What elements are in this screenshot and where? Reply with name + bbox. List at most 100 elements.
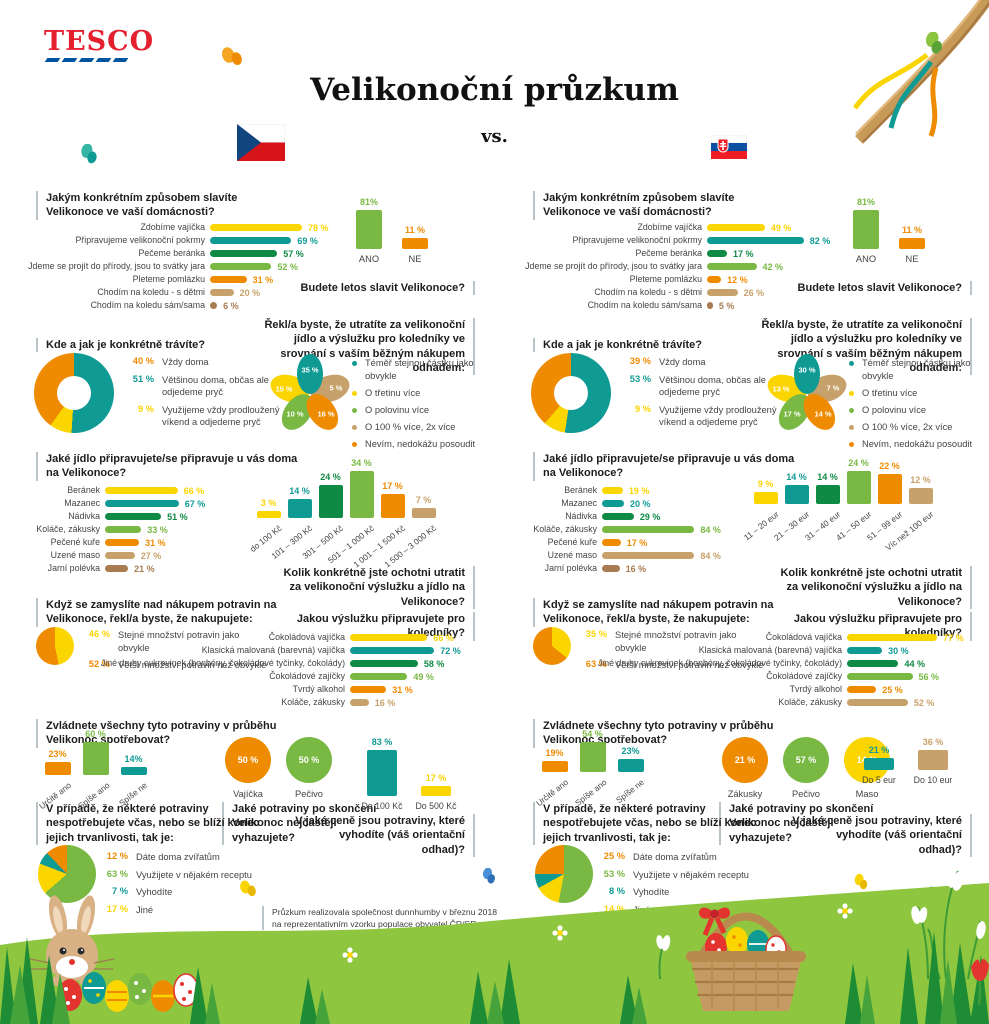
legend-value: 53 % (629, 373, 651, 384)
bar-column-ne: 11 % NE (895, 225, 929, 264)
bar (602, 552, 695, 559)
bar-column: 34 % 501 – 1 000 Kč (326, 458, 376, 565)
bar-label: Pečeme beránka (138, 248, 205, 259)
bar (105, 565, 129, 572)
legend-label: Využijete v nějakém receptu (136, 869, 252, 880)
bar (105, 539, 140, 546)
bar-label: Jdeme se projít do přírody, jsou to svát… (525, 261, 702, 272)
column-czech: Jakým konkrétním způsobem slavíte Veliko… (0, 0, 494, 940)
bar-column-ano: 81% ANO (849, 197, 883, 264)
bar-label: Pečené kuře (50, 537, 100, 548)
legend-label: Jiné (633, 904, 651, 915)
bar-label: Pečené kuře (547, 537, 597, 548)
bar-label: Do 5 eur (862, 774, 896, 785)
bar-value: 42 % (762, 261, 784, 272)
tesco-logo: TESCO (44, 28, 153, 62)
bar-column: 36 % Do 10 eur (909, 737, 957, 785)
bar-category: Spíše ano (75, 780, 112, 811)
bar-column: 17 % 1 001 – 1 500 Kč (352, 481, 408, 569)
legend-value: 51 % (132, 373, 154, 384)
bar-row: Zdobíme vajíčka 78 % (0, 221, 340, 234)
bar-category: Spíše ne (614, 776, 647, 805)
petal-value: 14 % (814, 409, 832, 419)
bar-label: NE (905, 253, 919, 264)
legend-item: 52 % Větší množství potravin než obvykle (78, 659, 268, 672)
bar (602, 513, 634, 520)
bar (350, 673, 408, 680)
spend-amount-chart: 3 % do 100 Kč 14 % 101 – 300 Kč 24 % 301 – … (248, 458, 442, 569)
legend-value: 9 % (137, 403, 154, 414)
bar (753, 491, 778, 505)
circle-label: Pečivo (295, 789, 323, 799)
question-spend-amount: Kolik konkrétně jste ochotni utratit za … (277, 566, 475, 609)
legend-label: Dáte doma zvířatům (633, 852, 717, 862)
bar-row: Připravujeme velikonoční pokrmy 82 % (497, 234, 837, 247)
what-food-bar-chart: Beránek 19 % Mazanec 20 % Nádivka 29 % Kolá… (497, 484, 747, 575)
bar (853, 210, 879, 249)
bar (256, 510, 281, 518)
bar-value: 44 % (904, 658, 925, 669)
butterfly-icon (81, 144, 97, 164)
bar-value: 30 % (888, 645, 909, 656)
bar-value: 24 % (848, 458, 869, 468)
bar-value: 3 % (260, 497, 277, 508)
legend-item: 8 % Vyhodíte (585, 886, 795, 899)
bar-value: 17 % (733, 248, 754, 259)
page-title: Velikonoční průzkum (310, 72, 679, 108)
legend-item: 39 % Vždy doma (619, 356, 784, 369)
bar-row: Pleteme pomlázku 31 % (0, 273, 340, 286)
bar-label: Čokoládové zajíčky (766, 671, 842, 682)
bar-label: Čokoládová vajíčka (268, 632, 345, 643)
bar (707, 302, 713, 309)
legend-label: Větší množství potravin než obvykle (118, 660, 267, 671)
legend-dot (849, 441, 854, 447)
spend-vs-usual-legend: Téměř stejnou částku jako obvykle O třet… (849, 357, 987, 455)
legend-dot (352, 390, 357, 396)
petal-value: 15 % (275, 384, 293, 394)
question-leftovers: V případě, že některé potraviny nespotře… (36, 802, 274, 845)
question-what-food: Jaké jídlo připravujete/se připravuje u … (533, 452, 798, 481)
bar-value: 33 % (147, 524, 168, 535)
bar (847, 647, 883, 654)
bar-row: Chodím na koledu - s dětmi 20 % (0, 286, 340, 299)
buy-amount-legend: 46 % Stejné množství potravin jako obvykl… (78, 629, 268, 677)
bar-row: Chodím na koledu sám/sama 6 % (0, 299, 340, 312)
petal-value: 10 % (286, 409, 304, 419)
bar-label: Uzené maso (547, 550, 597, 561)
bar-row: Jdeme se projít do přírody, jsou to svát… (497, 260, 837, 273)
legend-item: O polovinu více (352, 404, 490, 417)
petal (297, 354, 323, 394)
bar (899, 237, 925, 249)
bar (707, 263, 757, 270)
legend-item: O třetinu více (849, 387, 987, 400)
tulip (971, 959, 989, 1006)
bar-value: 57 % (283, 248, 304, 259)
petal-value: 16 % (317, 409, 335, 419)
bar-category: Spíše ne (117, 780, 150, 809)
bar-value: 17 % (382, 481, 403, 492)
legend-item: 63 % Větší množství potravin než obvykle (575, 659, 765, 672)
butterfly-icon (482, 868, 495, 884)
bar-value: 66 % (433, 632, 454, 643)
bar-label: Nádivka (565, 511, 597, 522)
treats-bar-chart: Čokoládová vajíčka 66 % Klasická malovaná… (0, 631, 480, 709)
bar-label: Koláče, zákusky (281, 697, 345, 708)
legend-label: Jiné (136, 904, 154, 915)
legend-item: O polovinu více (849, 404, 987, 417)
bar-row: Pečené kuře 31 % (0, 536, 250, 549)
bar-value: 82 % (809, 235, 831, 246)
bar-label: Jiné druhy cukrovinek (bonbóny, čokoládo… (100, 658, 345, 669)
bar (421, 786, 451, 796)
bar-row: Zdobíme vajíčka 49 % (497, 221, 837, 234)
bar-row: Koláče, zákusky 16 % (0, 696, 480, 709)
bar-value: 23% (621, 746, 640, 757)
bar (707, 237, 804, 244)
footnote-line: Průzkum realizovala společnost dunnhumby… (272, 907, 497, 917)
legend-label: Větší množství potravin než obvykle (615, 660, 764, 671)
bar-label: Nádivka (68, 511, 100, 522)
question-how-celebrate: Jakým konkrétním způsobem slavíte Veliko… (36, 191, 296, 220)
bar-column: 23% Spíše ne (614, 746, 647, 805)
bar-label: Jiné druhy cukrovinek (bonbóny, čokoládo… (597, 658, 842, 669)
question-consume-all: Zvládnete všechny tyto potraviny v průbě… (533, 719, 783, 748)
spend-vs-usual-flower-chart: 30 % 13 % 7 % 17 % 14 % (763, 352, 851, 438)
